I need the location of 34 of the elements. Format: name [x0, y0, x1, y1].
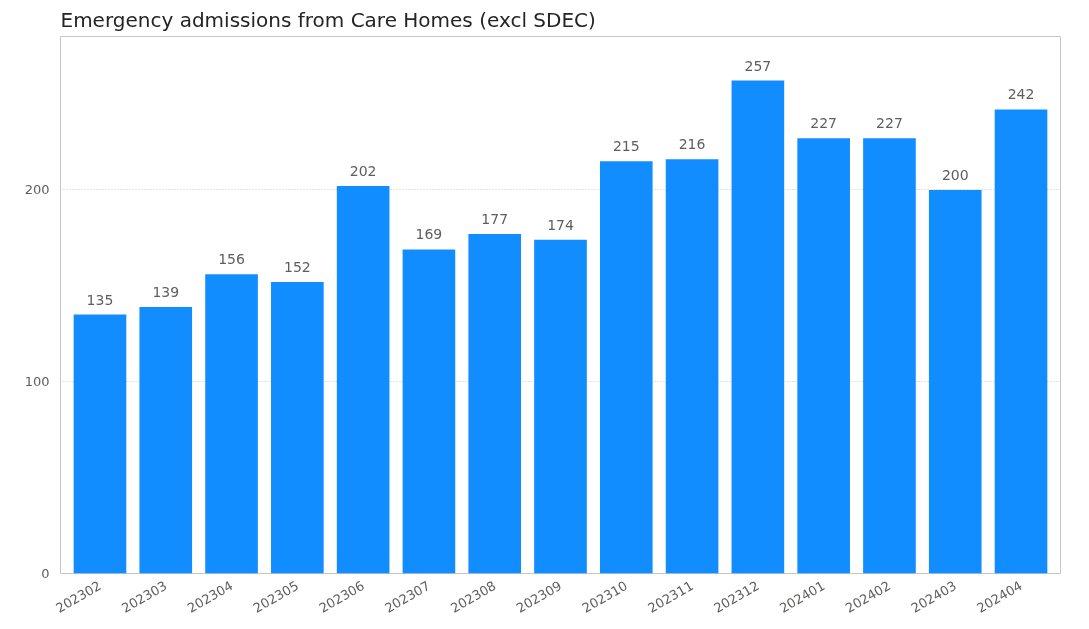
- data-label: 200: [941, 166, 969, 183]
- data-label: 139: [152, 283, 180, 300]
- bar: [336, 186, 390, 574]
- bar: [863, 138, 916, 574]
- data-label: 257: [744, 57, 772, 74]
- data-label: 242: [1007, 86, 1035, 103]
- data-label: 215: [612, 138, 640, 155]
- bar: [928, 189, 982, 574]
- bar: [731, 80, 785, 574]
- data-label: 177: [481, 211, 509, 228]
- data-label: 135: [86, 291, 114, 308]
- y-tick-label: 100: [24, 374, 50, 390]
- bar: [797, 138, 850, 574]
- bar: [139, 306, 193, 574]
- data-label: 202: [349, 163, 377, 180]
- data-label: 227: [810, 115, 838, 132]
- bar: [599, 161, 653, 574]
- data-label: 152: [283, 258, 311, 275]
- bar: [665, 159, 719, 574]
- bar: [534, 239, 587, 574]
- chart-title: Emergency admissions from Care Homes (excl SDEC): [60, 7, 596, 32]
- bar: [468, 234, 522, 574]
- bar: [402, 249, 456, 574]
- data-label: 216: [678, 136, 706, 153]
- bar: [205, 274, 258, 574]
- data-label: 156: [218, 251, 246, 268]
- bar: [73, 314, 127, 574]
- bar: [271, 281, 324, 574]
- data-label: 174: [547, 216, 574, 233]
- y-tick-label: 0: [41, 566, 50, 581]
- bar: [994, 109, 1048, 574]
- data-label: 227: [876, 115, 903, 132]
- data-label: 169: [415, 226, 443, 243]
- y-tick-label: 200: [24, 182, 50, 198]
